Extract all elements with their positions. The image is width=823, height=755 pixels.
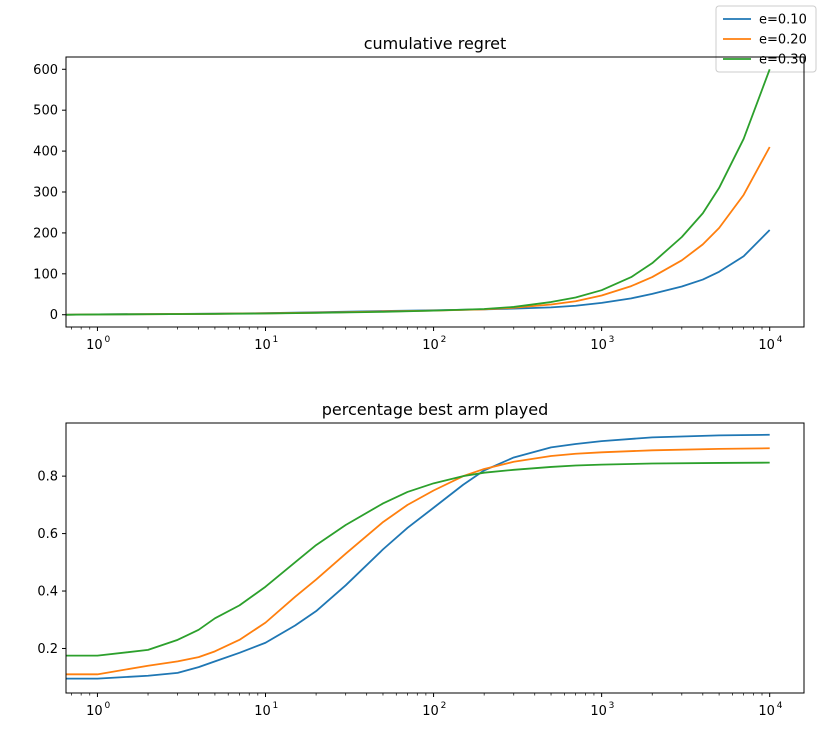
x-tick-label-exponent: 3 — [609, 701, 615, 711]
series-line-e=0.20 — [66, 146, 771, 316]
series-line-e=0.20 — [66, 447, 770, 676]
x-tick-label: 10 — [422, 704, 439, 719]
legend-label: e=0.30 — [759, 53, 807, 68]
series-line-e=0.30 — [66, 68, 771, 316]
y-tick-label: 0.2 — [37, 642, 58, 657]
y-tick-label: 0 — [50, 308, 58, 323]
y-tick-label: 400 — [33, 145, 58, 160]
x-tick-label-exponent: 2 — [441, 701, 447, 711]
x-tick-label-exponent: 1 — [273, 335, 279, 345]
y-tick-label: 300 — [33, 186, 58, 201]
y-tick-label: 0.8 — [37, 470, 58, 485]
axes-frame — [65, 56, 805, 328]
chart-title: percentage best arm played — [322, 400, 549, 419]
x-tick-label: 10 — [254, 338, 271, 353]
x-tick-label: 10 — [422, 338, 439, 353]
x-tick-label-exponent: 4 — [777, 701, 783, 711]
x-tick-label-exponent: 0 — [104, 335, 110, 345]
legend-frame — [715, 5, 817, 73]
y-tick-label: 600 — [33, 63, 58, 78]
legend-label: e=0.20 — [759, 33, 807, 48]
y-tick-label: 200 — [33, 226, 58, 241]
axes-frame — [65, 422, 805, 694]
series-line-e=0.10 — [66, 229, 771, 316]
series-line-e=0.30 — [66, 461, 770, 657]
x-tick-label-exponent: 1 — [273, 701, 279, 711]
chart-title: cumulative regret — [364, 34, 507, 53]
y-tick-label: 0.6 — [37, 527, 58, 542]
legend-label: e=0.10 — [759, 13, 807, 28]
x-tick-label: 10 — [86, 338, 103, 353]
x-tick-label-exponent: 0 — [104, 701, 110, 711]
y-tick-label: 500 — [33, 104, 58, 119]
x-tick-label-exponent: 4 — [777, 335, 783, 345]
legend: e=0.10 e=0.20 e=0.30 — [715, 5, 817, 73]
x-tick-label: 10 — [86, 704, 103, 719]
y-tick-label: 100 — [33, 267, 58, 282]
x-tick-label: 10 — [758, 338, 775, 353]
x-tick-label: 10 — [758, 704, 775, 719]
y-tick-label: 0.4 — [37, 585, 58, 600]
x-tick-label-exponent: 3 — [609, 335, 615, 345]
x-tick-label-exponent: 2 — [441, 335, 447, 345]
series-line-e=0.10 — [66, 433, 770, 680]
x-tick-label: 10 — [254, 704, 271, 719]
x-tick-label: 10 — [590, 338, 607, 353]
x-tick-label: 10 — [590, 704, 607, 719]
